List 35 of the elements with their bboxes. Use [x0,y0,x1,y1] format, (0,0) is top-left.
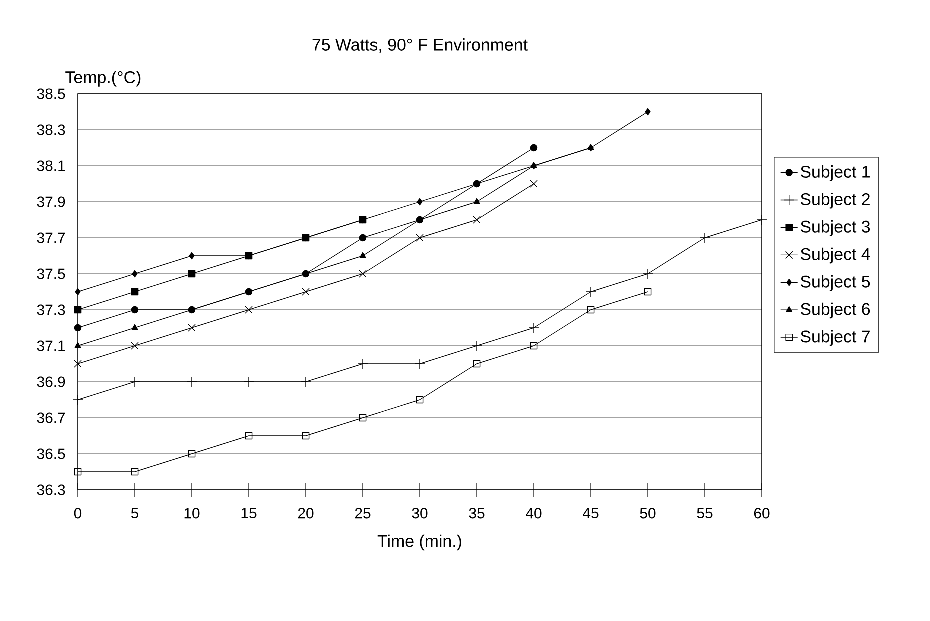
y-tick-label: 38.5 [37,88,66,100]
y-tick-label: 37.7 [37,232,66,244]
legend-label: Subject 2 [800,193,870,209]
y-tick-label: 36.3 [37,484,66,496]
legend-label: Subject 6 [800,302,870,319]
y-tick-label: 37.5 [37,268,66,280]
y-tick-label: 36.5 [37,448,66,460]
y-tick-label: 36.7 [37,412,66,424]
x-tick-label: 55 [697,508,713,519]
x-tick-label: 40 [526,508,542,519]
x-axis-title: Time (min.) [378,534,462,551]
legend-label: Subject 1 [800,166,870,182]
x-tick-label: 5 [131,508,139,519]
x-tick-label: 50 [640,508,656,519]
x-tick-label: 15 [242,508,257,519]
x-tick-label: 20 [298,508,314,519]
legend-label: Subject 4 [800,248,870,264]
y-tick-label: 37.3 [37,304,66,316]
x-tick-label: 30 [412,508,428,519]
x-tick-label: 35 [469,508,485,519]
x-tick-label: 45 [583,508,599,519]
y-tick-label: 37.1 [37,340,66,352]
legend-label: Subject 3 [800,220,870,236]
chart-title: 75 Watts, 90° F Environment [312,38,528,53]
x-tick-label: 60 [754,508,770,519]
x-tick-label: 10 [184,508,200,519]
legend-label: Subject 7 [800,330,870,346]
y-tick-label: 36.9 [37,376,66,388]
y-tick-label: 38.1 [37,160,66,172]
y-tick-label: 38.3 [37,124,66,136]
legend-label: Subject 5 [800,275,870,292]
y-axis-title: Temp.(°C) [66,71,141,87]
y-tick-label: 37.9 [37,196,66,208]
x-tick-label: 0 [74,508,82,519]
x-tick-label: 25 [355,508,371,519]
